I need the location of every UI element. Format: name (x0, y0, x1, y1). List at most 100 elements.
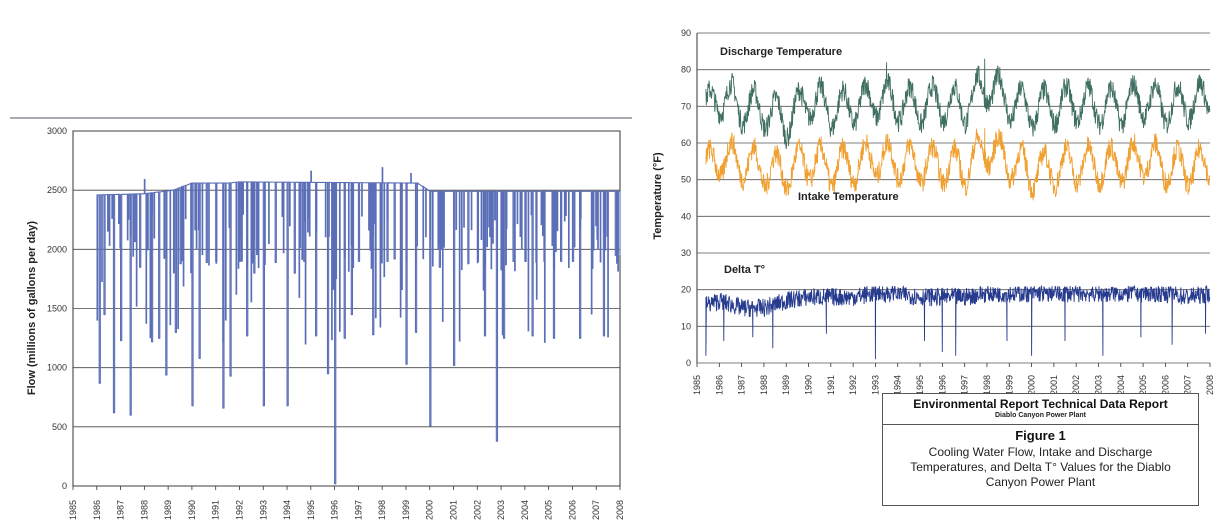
flow-dip-point (603, 334, 605, 337)
temp-x-tick-label: 1993 (870, 375, 880, 395)
temp-y-tick-label: 30 (681, 248, 691, 258)
flow-dip-point (439, 266, 441, 268)
temp-y-tick-label: 60 (681, 138, 691, 148)
flow-x-tick-label: 1995 (306, 500, 316, 520)
flow-y-tick-label: 3000 (47, 126, 67, 136)
flow-x-tick-label: 1987 (116, 500, 126, 520)
flow-dip-point (165, 373, 168, 376)
flow-x-tick-label: 1999 (401, 500, 411, 520)
flow-dip-point (139, 266, 141, 268)
flow-dip-point (198, 357, 201, 360)
flow-dip-point (179, 262, 182, 265)
temperature-y-axis-label: Temperature (°F) (652, 152, 664, 240)
flow-dip-point (524, 260, 527, 262)
figure-caption-box: Environmental Report Technical Data Repo… (882, 393, 1199, 506)
flow-dip-point (222, 407, 225, 409)
flow-dip-point (158, 337, 161, 339)
flow-x-tick-label: 2006 (567, 500, 577, 520)
flow-dip-point (286, 404, 289, 407)
temp-x-tick-label: 1996 (937, 375, 947, 395)
flow-dip-point (467, 262, 470, 265)
flow-x-tick-label: 1993 (258, 500, 268, 520)
flow-dip-point (543, 260, 546, 262)
flow-dip-point (560, 260, 562, 262)
temp-x-tick-label: 1988 (759, 375, 769, 395)
temp-y-tick-label: 70 (681, 101, 691, 111)
temp-x-tick-label: 1991 (826, 375, 836, 395)
temp-x-tick-label: 1986 (714, 375, 724, 395)
intake-temperature-line (705, 128, 1211, 201)
flow-dip-point (496, 440, 498, 442)
flow-dip-point (303, 260, 306, 262)
caption-divider (883, 424, 1198, 425)
flow-chart: 0 500 1000 1500 2000 2500 3000 1985 1986 1987 198… (10, 117, 632, 520)
flow-dip-point (246, 334, 249, 337)
temp-x-tick-label: 2006 (1160, 375, 1170, 395)
flow-dip-point (429, 424, 432, 427)
caption-description: Cooling Water Flow, Intake and Discharge… (910, 445, 1171, 489)
flow-x-tick-label: 1986 (92, 500, 102, 520)
flow-y-tick-label: 0 (62, 481, 67, 491)
flow-dip-point (615, 254, 617, 257)
temp-y-tick-label: 40 (681, 211, 691, 221)
flow-x-tick-label: 2008 (615, 500, 625, 520)
temp-x-tick-label: 2004 (1116, 375, 1126, 395)
flow-dip-point (503, 337, 505, 339)
temp-x-tick-label: 1998 (982, 375, 992, 395)
flow-x-tick-label: 1991 (211, 500, 221, 520)
temp-x-tick-label: 1989 (781, 375, 791, 395)
flow-dip-point (453, 364, 455, 367)
flow-y-tick-label: 500 (52, 422, 67, 432)
temp-x-tick-label: 1985 (692, 375, 702, 395)
flow-dip-point (327, 372, 329, 375)
flow-dip-point (553, 337, 555, 339)
series-label-discharge: Discharge Temperature (720, 46, 842, 58)
flow-x-tick-label: 2005 (544, 500, 554, 520)
flow-dip-point (415, 331, 417, 333)
temp-x-tick-label: 1999 (1004, 375, 1014, 395)
temp-x-tick-label: 1994 (893, 375, 903, 395)
flow-dip-point (215, 260, 218, 262)
flow-dip-point (343, 337, 346, 339)
flow-x-tick-label: 1989 (163, 500, 173, 520)
flow-dip-point (205, 261, 208, 264)
flow-dip-point (129, 414, 132, 416)
flow-dip-point (239, 260, 241, 262)
flow-dip-point (175, 331, 177, 333)
series-label-intake: Intake Temperature (798, 191, 899, 203)
flow-dip-point (386, 260, 389, 262)
flow-dip-point (512, 260, 515, 262)
flow-dip-point (405, 363, 408, 365)
flow-dip-point (151, 340, 153, 343)
temp-x-tick-label: 1990 (804, 375, 814, 395)
temp-x-tick-label: 2008 (1205, 375, 1215, 395)
caption-title: Environmental Report Technical Data Repo… (913, 397, 1168, 411)
temp-x-tick-label: 1987 (737, 375, 747, 395)
flow-y-axis-label: Flow (millions of gallons per day) (26, 221, 38, 396)
temp-y-tick-label: 10 (681, 321, 691, 331)
temp-y-tick-label: 20 (681, 285, 691, 295)
temp-x-tick-label: 1995 (915, 375, 925, 395)
flow-dip-point (113, 411, 115, 414)
flow-dip-point (477, 260, 479, 262)
caption-subtitle: Diablo Canyon Power Plant (994, 412, 1086, 419)
flow-dip-point (372, 333, 375, 336)
flow-y-tick-label: 1500 (47, 304, 67, 314)
flow-dip-point (293, 272, 296, 274)
flow-x-tick-label: 2001 (449, 500, 459, 520)
flow-dip-point (120, 339, 122, 342)
temp-x-tick-label: 1992 (848, 375, 858, 395)
discharge-temperature-line (705, 58, 1211, 150)
flow-dip-point (263, 404, 265, 407)
flow-x-tick-label: 1988 (139, 500, 149, 520)
flow-dip-point (351, 313, 353, 316)
flow-series-line (96, 167, 621, 485)
flow-x-tick-label: 2002 (472, 500, 482, 520)
flow-x-tick-label: 1992 (234, 500, 244, 520)
flow-dip-point (274, 261, 277, 264)
temp-y-tick-label: 90 (681, 28, 691, 38)
flow-dip-point (572, 260, 574, 262)
caption-figure-number: Figure 1 (1015, 428, 1066, 443)
flow-dip-point (253, 272, 256, 274)
delta-t-line (705, 284, 1211, 360)
